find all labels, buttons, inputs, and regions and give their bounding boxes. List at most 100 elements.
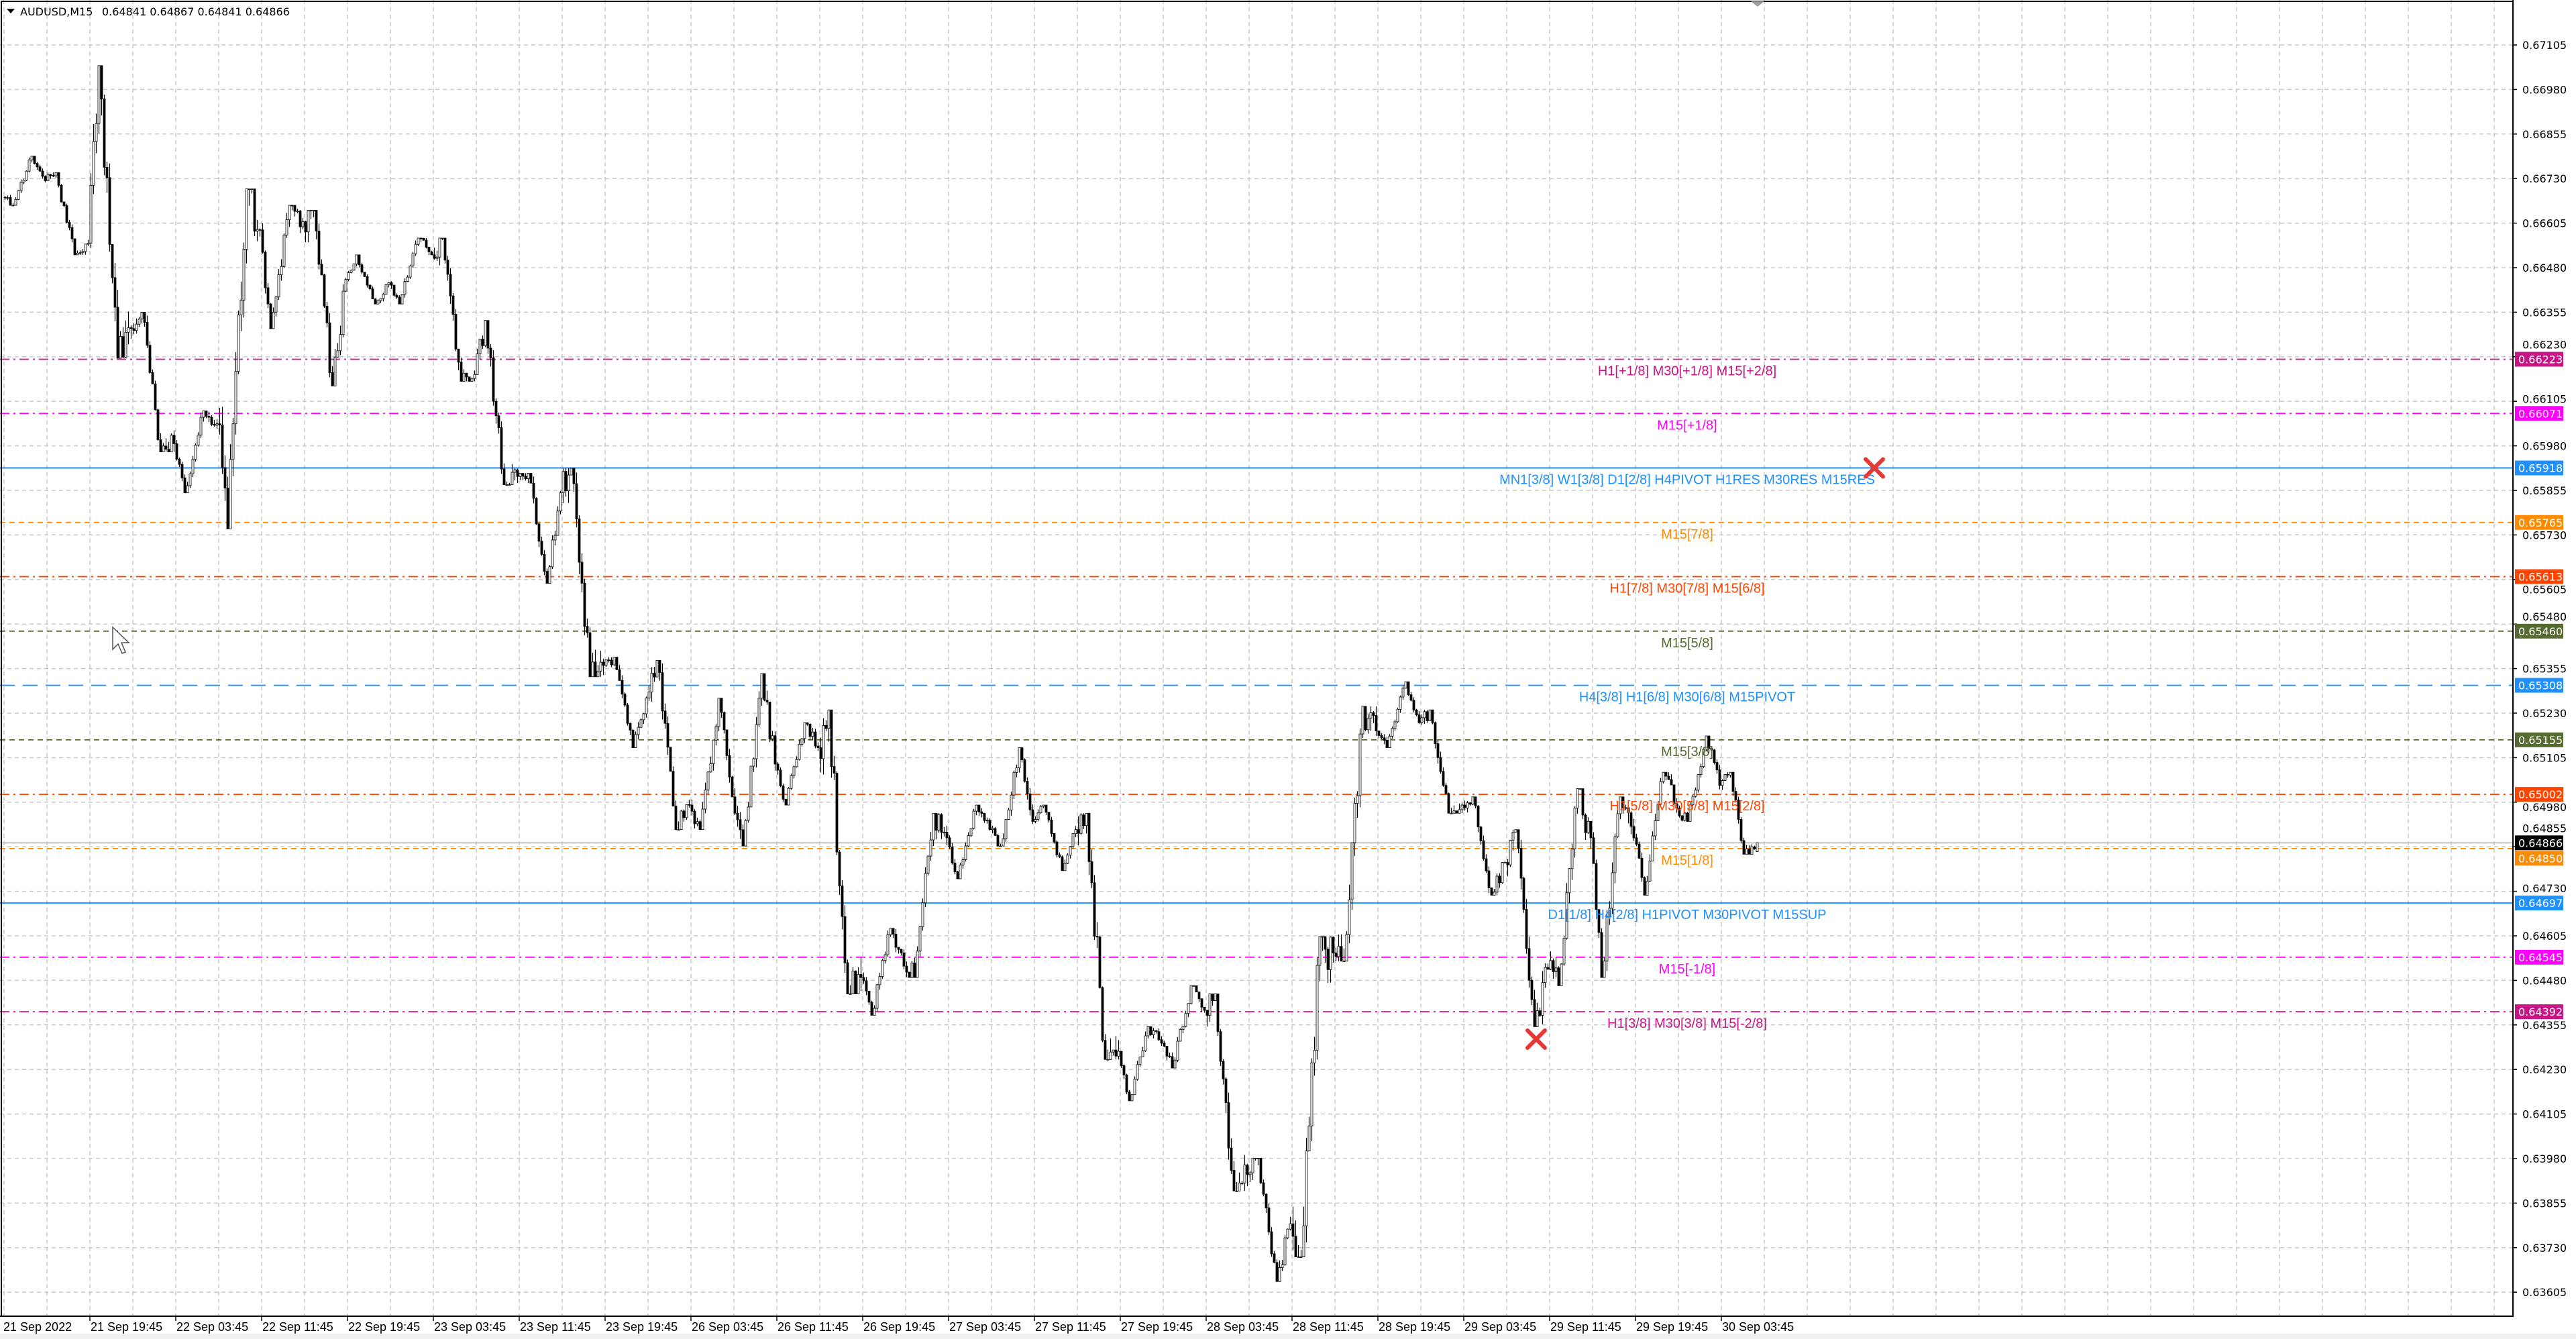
bear-candle	[1589, 820, 1593, 839]
bull-candle	[14, 199, 17, 206]
level-label: D1[1/8] H4[2/8] H1PIVOT M30PIVOT M15SUP	[1548, 908, 1827, 922]
x-tick-label: 28 Sep 11:45	[1293, 1320, 1364, 1334]
bull-candle	[645, 698, 648, 714]
bear-candle	[398, 297, 401, 305]
bull-candle	[194, 445, 197, 460]
bear-candle	[629, 722, 632, 731]
bull-candle	[1036, 812, 1040, 820]
price-tag-label: 0.66071	[2518, 407, 2563, 420]
bear-candle	[1407, 681, 1410, 695]
bear-candle	[1519, 848, 1523, 879]
bull-candle	[135, 323, 138, 331]
bear-candle	[602, 661, 605, 666]
bull-candle	[959, 865, 962, 879]
bull-candle	[787, 788, 790, 806]
bear-candle	[465, 372, 468, 378]
bull-candle	[1509, 840, 1512, 865]
bull-candle	[1493, 892, 1496, 896]
bear-candle	[1490, 888, 1493, 896]
bear-candle	[731, 776, 734, 798]
bull-candle	[1254, 1158, 1257, 1159]
bear-candle	[1600, 932, 1603, 978]
bear-candle	[1485, 858, 1488, 871]
bull-candle	[1350, 842, 1354, 900]
bear-candle	[1447, 793, 1450, 814]
bull-candle	[1004, 819, 1008, 839]
bull-candle	[250, 189, 254, 191]
level-label: H1[+1/8] M30[+1/8] M15[+2/8]	[1598, 364, 1776, 379]
bull-candle	[561, 471, 565, 494]
bull-candle	[384, 284, 388, 295]
bull-candle	[712, 739, 715, 764]
bear-candle	[1114, 1049, 1118, 1057]
bear-candle	[317, 230, 321, 265]
bull-candle	[1018, 747, 1021, 769]
bull-candle	[119, 336, 122, 359]
bear-candle	[358, 254, 361, 266]
bull-candle	[937, 814, 941, 831]
bear-candle	[779, 769, 782, 786]
bull-candle	[1605, 916, 1609, 962]
bull-candle	[403, 281, 407, 295]
dropdown-triangle-icon[interactable]	[7, 9, 15, 13]
bear-candle	[1426, 711, 1429, 721]
bull-candle	[1554, 967, 1558, 972]
bear-candle	[1482, 840, 1485, 859]
bull-candle	[339, 334, 342, 352]
bull-candle	[798, 743, 801, 760]
bear-candle	[221, 425, 224, 468]
bear-candle	[38, 166, 42, 172]
bear-candle	[1160, 1039, 1163, 1044]
bear-candle	[443, 237, 447, 261]
bear-candle	[1026, 781, 1029, 794]
bear-candle	[1726, 774, 1729, 775]
bull-candle	[1576, 788, 1579, 809]
bear-candle	[374, 299, 377, 305]
bull-candle	[1659, 781, 1662, 805]
bear-candle	[449, 274, 452, 297]
bear-candle	[905, 965, 908, 973]
bear-candle	[489, 347, 492, 358]
bull-candle	[189, 474, 192, 486]
bear-candle	[223, 467, 227, 489]
bear-candle	[1498, 875, 1501, 883]
bear-candle	[1291, 1223, 1295, 1237]
bull-candle	[1501, 862, 1504, 883]
bull-candle	[604, 659, 608, 666]
bear-candle	[1031, 809, 1034, 822]
price-tags: 0.66223 0.66071 0.65918 0.65765 0.65613 0.654…	[2515, 352, 2563, 1020]
bear-candle	[865, 980, 868, 992]
bear-candle	[159, 439, 162, 453]
bull-candle	[1181, 1026, 1185, 1030]
bull-candle	[1608, 908, 1611, 918]
bear-candle	[129, 327, 133, 329]
bear-candle	[819, 747, 822, 759]
bear-candle	[1417, 714, 1421, 723]
bear-candle	[1101, 987, 1104, 1041]
bull-candle	[975, 804, 978, 812]
x-tick-label: 21 Sep 2022	[3, 1320, 72, 1334]
bear-candle	[299, 211, 302, 227]
bear-candle	[894, 934, 898, 948]
bull-candle	[1302, 1225, 1305, 1258]
bull-candle	[1729, 771, 1732, 775]
bear-candle	[1171, 1056, 1174, 1069]
bull-candle	[1619, 796, 1622, 814]
price-axis[interactable]	[2514, 0, 2576, 1339]
bear-candle	[1082, 814, 1085, 826]
bear-candle	[1527, 948, 1531, 981]
bull-candle	[964, 845, 967, 860]
bear-candle	[808, 724, 812, 737]
bull-candle	[1144, 1035, 1147, 1051]
bull-candle	[1012, 771, 1016, 796]
bear-candle	[1155, 1030, 1158, 1032]
bull-candle	[476, 354, 479, 375]
bear-candle	[977, 804, 981, 812]
bear-candle	[1380, 735, 1383, 739]
y-tick-label: 0.67105	[2522, 39, 2567, 52]
bull-candle	[1066, 855, 1069, 864]
bear-candle	[529, 473, 533, 484]
bull-candle	[411, 254, 415, 266]
chart-shift-icon[interactable]	[1751, 1, 1764, 7]
